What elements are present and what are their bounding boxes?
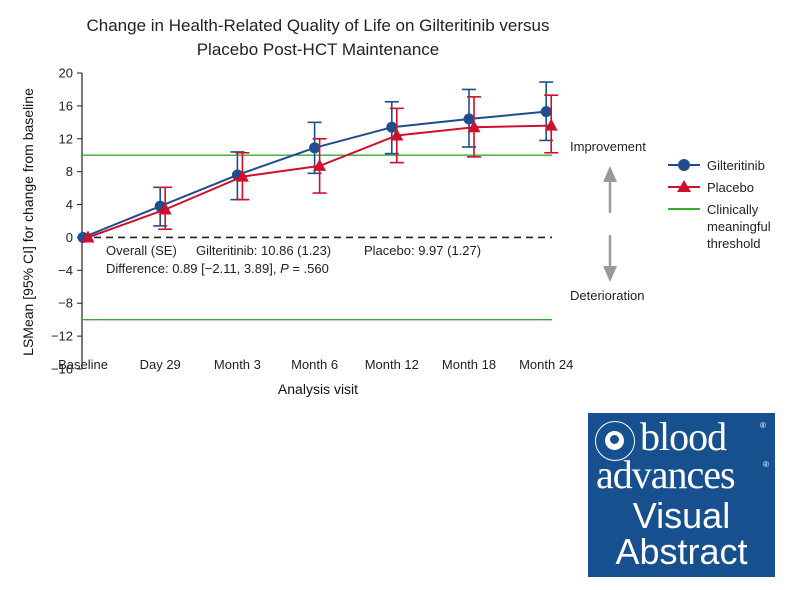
annotation-overall-gilteritinib: Gilteritinib: 10.86 (1.23) [196,243,331,258]
x-tick-label: Month 24 [519,357,573,372]
x-tick-label: Baseline [58,357,108,372]
legend: Gilteritinib Placebo Clinically meaningf… [668,158,771,251]
blood-advances-logo: blood ® advances ® Visual Abstract [588,413,775,577]
x-tick-label: Day 29 [140,357,181,372]
legend-label-threshold-line-2: meaningful [707,219,771,234]
deterioration-arrow-icon [603,235,617,282]
logo-registered-mark-1: ® [760,421,766,430]
annotation-overall-label: Overall (SE) [106,243,177,258]
x-tick-label: Month 6 [291,357,338,372]
annotation-difference: Difference: 0.89 [−2.11, 3.89], P = .560 [106,261,329,276]
legend-label-gilteritinib: Gilteritinib [707,158,765,173]
series-placebo [81,94,559,243]
legend-label-placebo: Placebo [707,180,754,195]
y-tick-label: −4 [58,263,73,278]
data-point [467,120,481,133]
data-point [81,230,95,243]
legend-label-threshold-line-1: Clinically [707,202,759,217]
legend-item-threshold: Clinically meaningful threshold [668,202,771,251]
data-point [386,121,398,133]
y-tick-label: 4 [66,197,73,212]
legend-item-gilteritinib: Gilteritinib [668,158,765,173]
logo-brand-advances: advances [596,452,736,497]
y-tick-label: 20 [59,66,73,81]
data-point [540,106,552,118]
x-tick-label: Month 12 [365,357,419,372]
y-tick-label: −12 [51,329,73,344]
data-point [313,158,327,171]
x-tick-label: Month 18 [442,357,496,372]
deterioration-label: Deterioration [570,288,644,303]
logo-abstract: Abstract [615,531,748,572]
logo-visual: Visual [632,495,731,536]
data-point [390,128,404,141]
improvement-label: Improvement [570,139,646,154]
logo-brand-blood: blood [640,414,727,459]
chart-title-line-1: Change in Health-Related Quality of Life… [86,16,549,35]
data-point [544,118,558,131]
society-seal-icon [595,421,635,461]
legend-label-threshold-line-3: threshold [707,236,760,251]
data-point [235,169,249,182]
circle-marker-icon [678,159,690,171]
y-tick-label: −8 [58,296,73,311]
improvement-arrow-icon [603,166,617,213]
data-point [463,113,475,125]
annotation-difference-text: Difference: 0.89 [−2.11, 3.89], [106,261,280,276]
triangle-marker-icon [677,180,691,192]
series-gilteritinib [77,81,554,243]
x-axis-label: Analysis visit [278,381,358,397]
legend-item-placebo: Placebo [668,180,754,195]
annotation-p-label: P [280,261,289,276]
annotation-p-value: = .560 [289,261,329,276]
series-layer [77,81,559,243]
logo-registered-mark-2: ® [763,460,769,469]
x-tick-label: Month 3 [214,357,261,372]
data-point [158,202,172,215]
y-tick-label: 0 [66,230,73,245]
annotation-overall-placebo: Placebo: 9.97 (1.27) [364,243,481,258]
y-tick-label: 12 [59,131,73,146]
y-tick-label: 8 [66,164,73,179]
y-tick-label: −16 [51,362,73,377]
chart-title-line-2: Placebo Post-HCT Maintenance [197,40,440,59]
y-tick-label: 16 [59,98,73,113]
y-axis-label: LSMean [95% CI] for change from baseline [20,88,36,356]
data-point [309,142,321,154]
reference-lines [82,154,552,321]
